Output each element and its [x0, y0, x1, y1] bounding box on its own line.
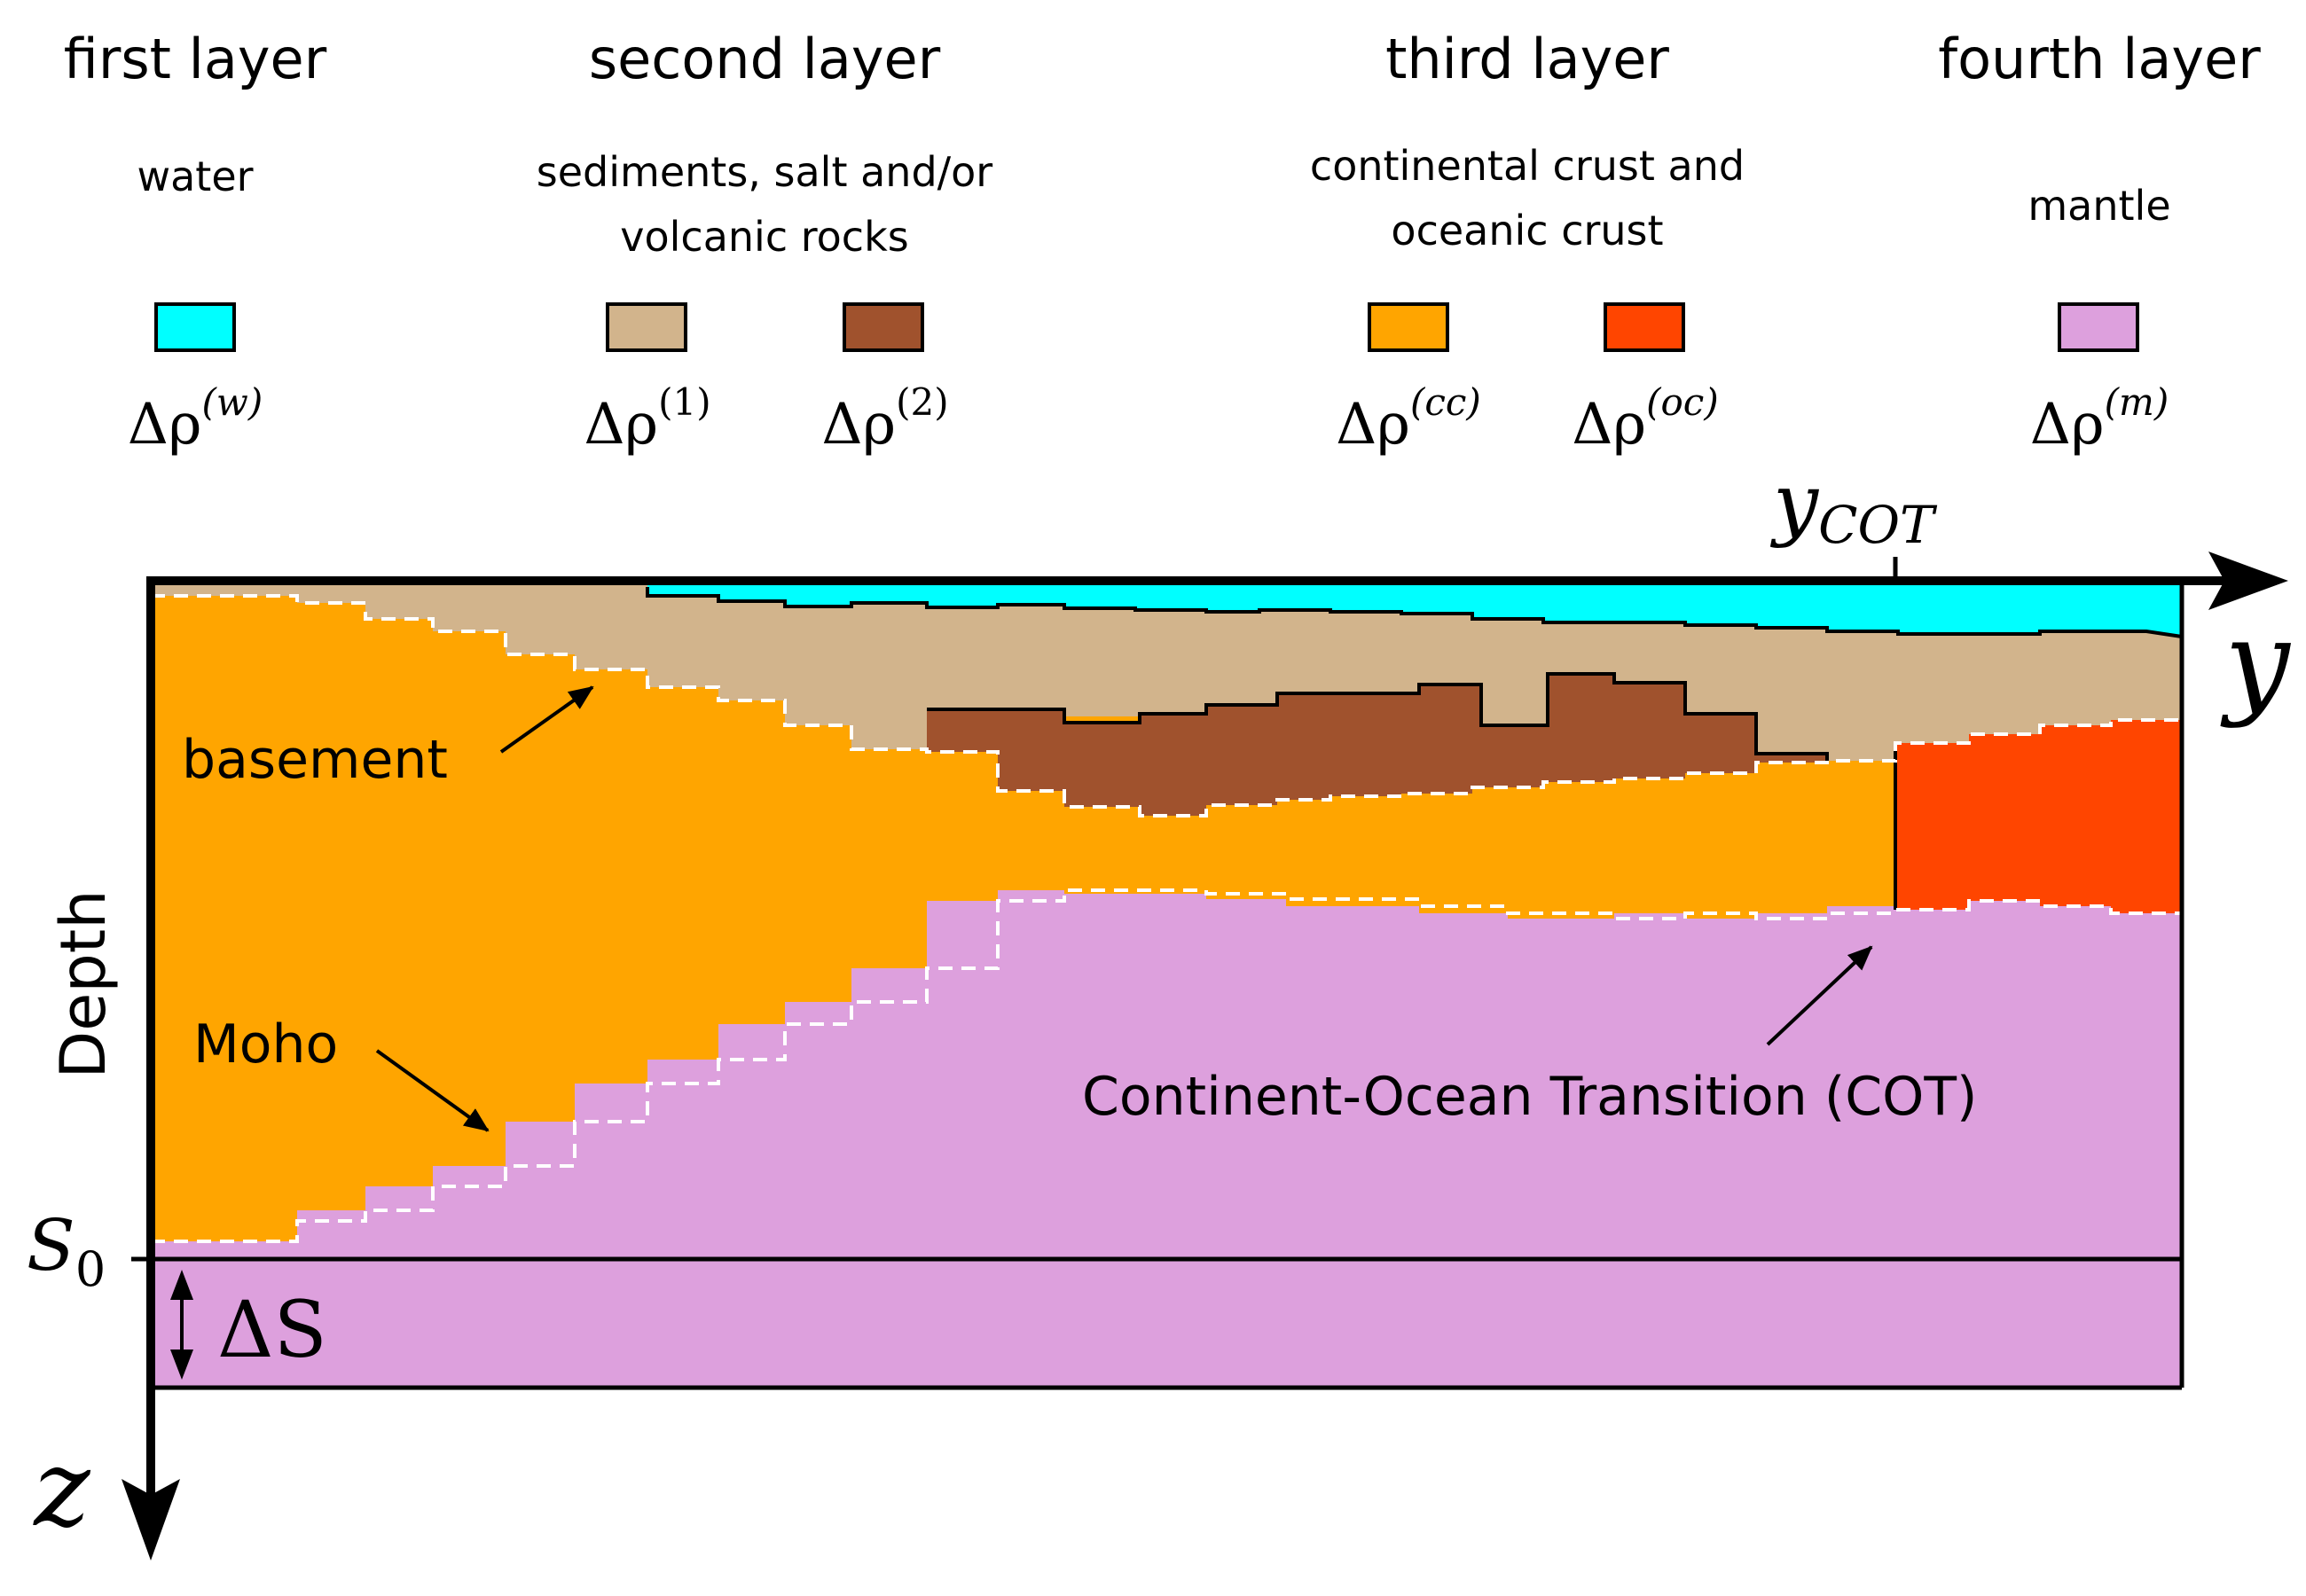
- density-label-oceanic-crust: Δρ(oc): [1572, 380, 1718, 458]
- legend-title-fourth-layer: fourth layer: [1938, 27, 2261, 91]
- legend: first layer second layer third layer fou…: [64, 27, 2261, 458]
- seafloor-line: [646, 585, 2184, 639]
- moho-label: Moho: [193, 1013, 338, 1076]
- y-axis-arrowhead: [2208, 552, 2288, 610]
- moho-dashed-line: [151, 888, 2182, 1243]
- density-label-sediments-1: Δρ(1): [584, 380, 710, 458]
- sediment-layer-2-region: [927, 674, 1827, 816]
- depth-label: Depth: [47, 889, 120, 1078]
- axes: y z yCOT S0 ΔS Depth: [27, 457, 2291, 1561]
- z-axis-arrowhead: [122, 1479, 180, 1561]
- density-label-mantle: Δρ(m): [2030, 380, 2169, 458]
- swatch-oceanic-crust: [1604, 302, 1685, 352]
- swatch-continental-crust: [1368, 302, 1449, 352]
- delta-s-arrowhead-bottom: [170, 1350, 193, 1380]
- s0-label: S0: [27, 1204, 106, 1297]
- density-label-water: Δρ(w): [128, 380, 263, 458]
- cross-section: [131, 576, 2184, 1390]
- delta-s-arrowhead-top: [170, 1270, 193, 1300]
- legend-desc-crust-line2: oceanic crust: [1391, 207, 1663, 254]
- moho-arrow: [375, 1049, 490, 1132]
- oceanic-crust-region: [1895, 720, 2182, 913]
- swatch-water: [154, 302, 236, 352]
- legend-title-second-layer: second layer: [589, 27, 941, 91]
- legend-desc-sediments-line2: volcanic rocks: [620, 213, 908, 261]
- y-axis-label: y: [2220, 595, 2291, 730]
- density-label-sediments-2: Δρ(2): [821, 380, 948, 458]
- water-region: [647, 581, 2182, 637]
- cot-label: Continent-Ocean Transition (COT): [1082, 1066, 1977, 1128]
- delta-s-label: ΔS: [217, 1284, 327, 1375]
- swatch-sediments-2: [843, 302, 924, 352]
- legend-title-first-layer: first layer: [64, 27, 327, 91]
- ycot-label: yCOT: [1769, 457, 1938, 555]
- legend-desc-crust-line1: continental crust and: [1310, 142, 1745, 190]
- swatch-sediments-1: [606, 302, 687, 352]
- cot-arrow: [1766, 945, 1873, 1046]
- legend-title-third-layer: third layer: [1385, 27, 1669, 91]
- sediment-2-top-line: [927, 672, 1829, 763]
- density-label-continental-crust: Δρ(cc): [1336, 380, 1481, 458]
- basement-dashed-line: [151, 594, 2182, 818]
- basement-label: basement: [182, 729, 448, 791]
- z-axis-label: z: [32, 1428, 90, 1551]
- annotations: basement Moho Continent-Ocean Transition…: [182, 685, 1977, 1132]
- legend-desc-sediments-line1: sediments, salt and/or: [537, 148, 993, 196]
- basement-arrow: [499, 685, 594, 754]
- legend-desc-water: water: [137, 153, 253, 200]
- legend-desc-mantle: mantle: [2028, 182, 2170, 230]
- swatch-mantle: [2058, 302, 2139, 352]
